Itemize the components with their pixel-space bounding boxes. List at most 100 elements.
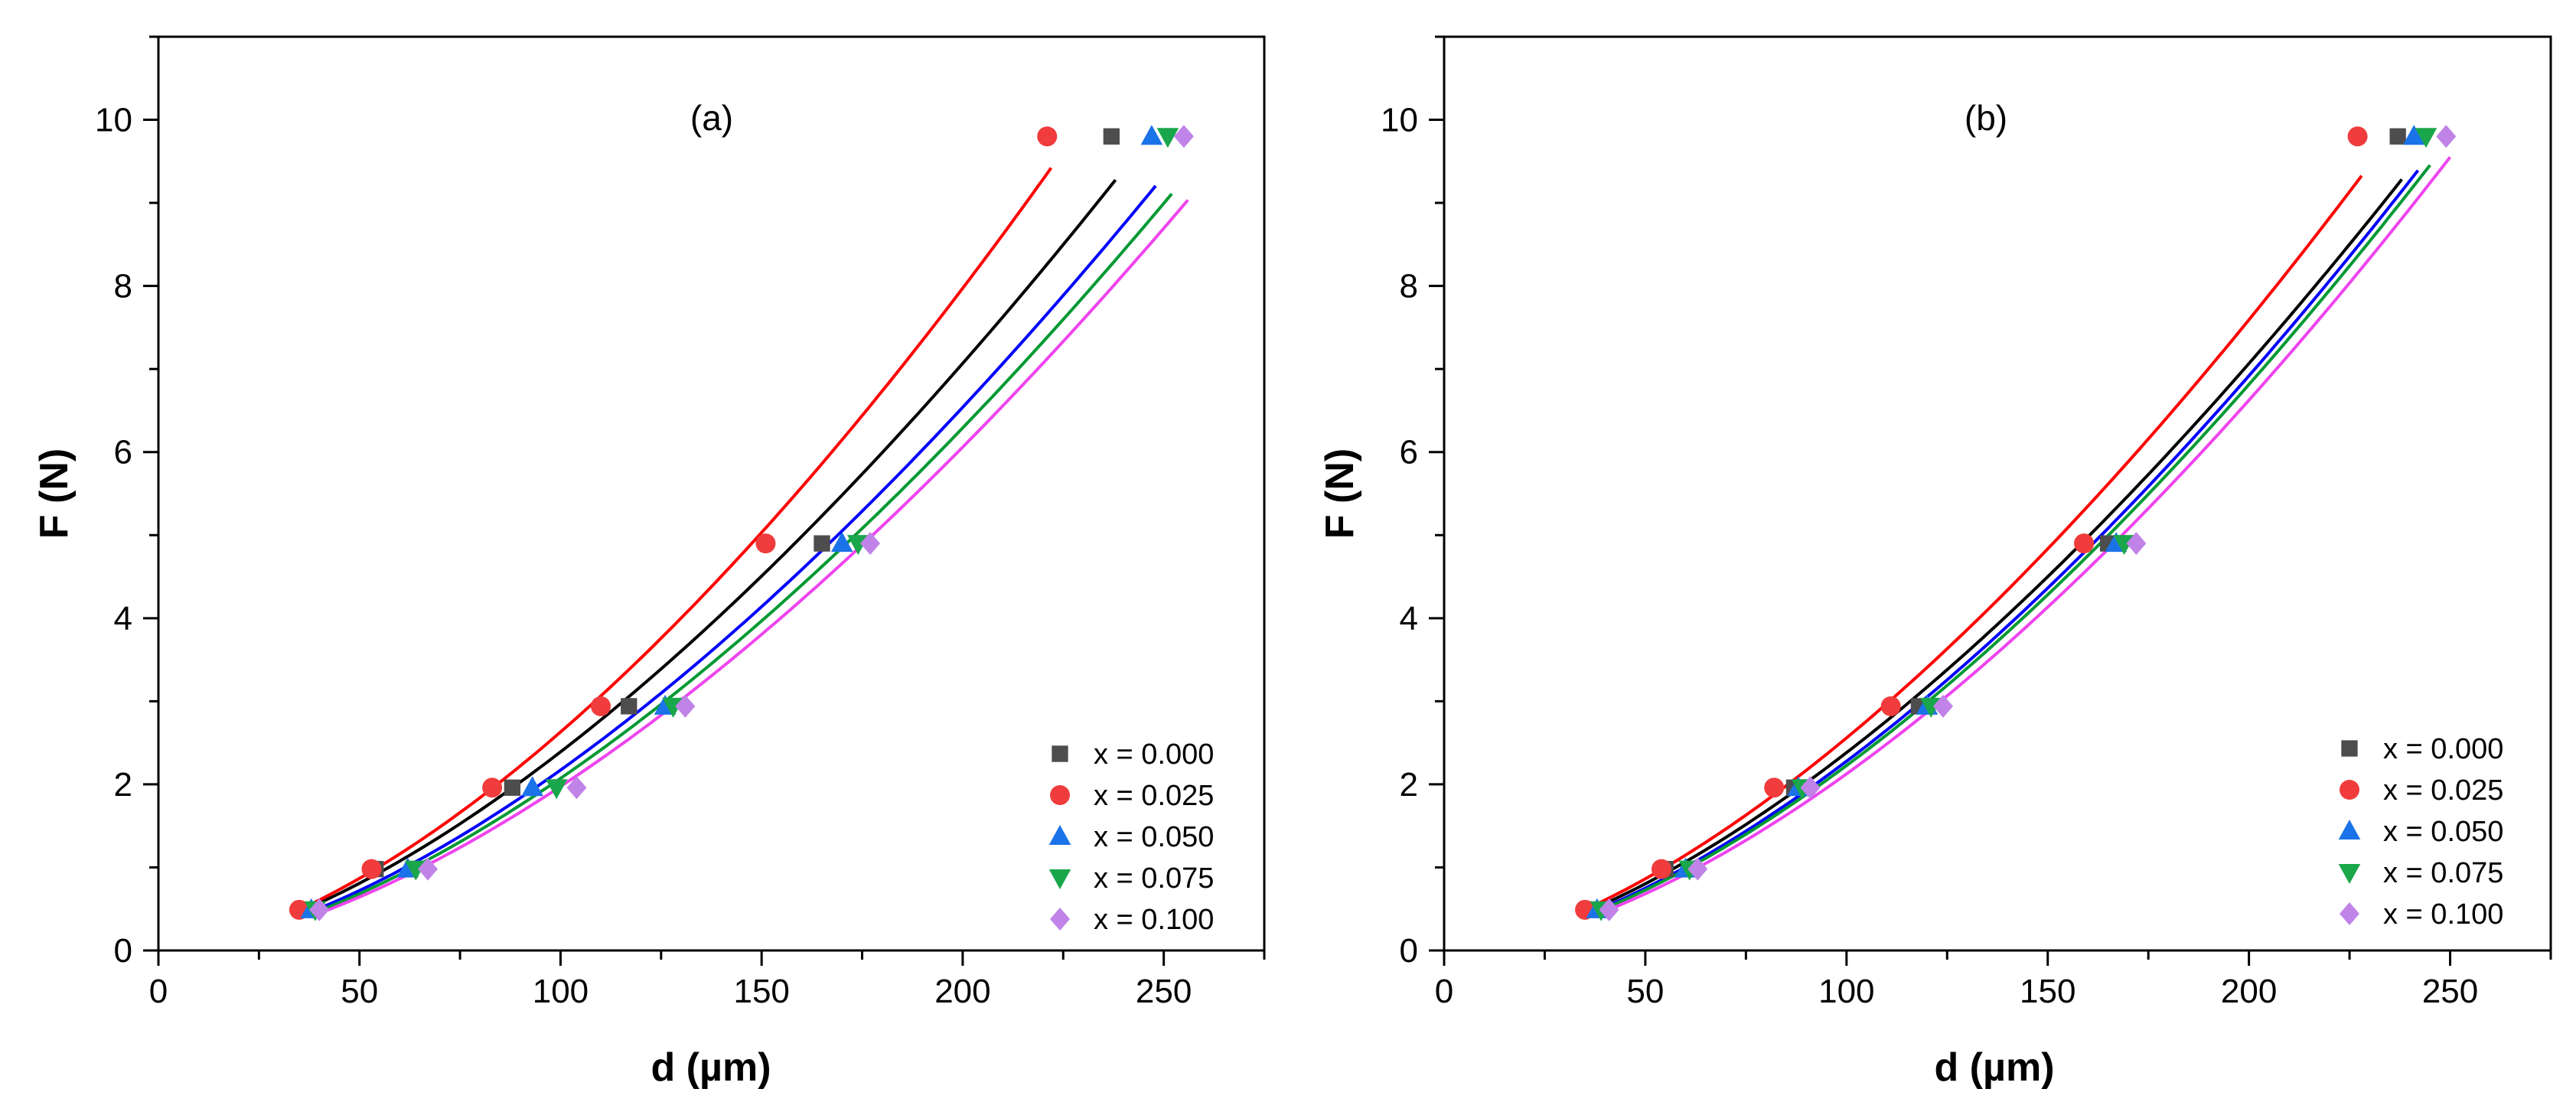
legend: x = 0.000 x = 0.025 x = 0.050 x = 0.075 x = …: [1048, 738, 1214, 936]
y-tick-label: 2: [114, 766, 132, 804]
legend-label-series-4: x = 0.075: [1094, 862, 1214, 895]
legend-marker-series-5: [1050, 908, 1070, 931]
data-point-series-4: [2415, 128, 2437, 148]
x-tick-label: 0: [1435, 973, 1453, 1010]
data-point-series-5: [675, 694, 696, 718]
data-point-series-2: [1880, 696, 1901, 716]
series-2-points: [289, 126, 1058, 920]
x-tick-label: 100: [533, 973, 589, 1010]
y-tick-label: 4: [1400, 600, 1418, 637]
legend-marker-series-2: [1050, 785, 1070, 805]
legend-label-series-1: x = 0.000: [1094, 738, 1214, 771]
legend-label-series-1: x = 0.000: [2383, 733, 2503, 765]
data-point-series-5: [566, 776, 587, 800]
legend-marker-series-5: [2340, 902, 2359, 925]
data-point-series-5: [1599, 898, 1619, 921]
data-point-series-1: [621, 698, 637, 715]
data-point-series-2: [1037, 126, 1058, 147]
legend-marker-series-4: [2338, 863, 2361, 884]
x-axis-title: d (µm): [1934, 1045, 2054, 1090]
series-4-points: [304, 128, 1179, 921]
legend: x = 0.000 x = 0.025 x = 0.050 x = 0.075 x = …: [2338, 733, 2503, 931]
y-tick-label: 6: [114, 434, 132, 471]
panel-label: (b): [1965, 98, 2007, 138]
data-point-series-2: [2074, 533, 2095, 554]
legend-label-series-5: x = 0.100: [1094, 904, 1214, 936]
fit-curve-series-4: [1596, 164, 2431, 914]
x-tick-label: 250: [1136, 973, 1192, 1010]
series-3-points: [300, 125, 1163, 918]
plot-frame: [157, 35, 1266, 952]
series-5-points: [1599, 125, 2457, 921]
legend-label-series-2: x = 0.025: [2383, 774, 2503, 807]
series-5-points: [309, 125, 1194, 921]
series-1-points: [298, 128, 1120, 918]
y-tick-label: 6: [1400, 434, 1418, 471]
data-point-series-5: [1687, 857, 1708, 881]
y-tick-label: 2: [1400, 766, 1418, 804]
fit-curve-series-5: [315, 199, 1189, 917]
data-point-series-5: [2126, 532, 2147, 556]
fit-curve-series-2: [294, 167, 1053, 914]
y-axis-title: F (N): [32, 448, 77, 539]
series-2-points: [1575, 126, 2368, 920]
x-tick-label: 0: [149, 973, 168, 1010]
data-point-series-2: [1651, 859, 1671, 879]
y-tick-label: 8: [1400, 268, 1418, 305]
series-1-points: [1584, 128, 2406, 918]
legend-marker-series-3: [1048, 825, 1071, 846]
fit-curve-series-1: [302, 178, 1117, 912]
plot-frame: [1443, 35, 2552, 952]
x-tick-label: 150: [733, 973, 789, 1010]
fit-curve-series-3: [1592, 169, 2420, 914]
x-tick-label: 50: [341, 973, 378, 1010]
data-point-series-2: [1764, 778, 1785, 798]
y-tick-label: 8: [114, 268, 132, 305]
y-axis-title: F (N): [1318, 448, 1362, 539]
data-point-series-4: [1156, 128, 1179, 148]
data-point-series-5: [2436, 125, 2457, 148]
data-point-series-2: [591, 696, 611, 716]
fit-curve-series-4: [310, 192, 1173, 916]
legend-marker-series-3: [2338, 820, 2361, 840]
data-point-series-3: [1140, 125, 1163, 145]
x-tick-label: 250: [2422, 973, 2478, 1010]
data-point-series-2: [755, 533, 776, 554]
data-point-series-1: [2389, 128, 2406, 145]
data-point-series-5: [860, 532, 881, 556]
y-tick-label: 10: [1381, 102, 1418, 139]
legend-marker-series-1: [2341, 740, 2358, 757]
panel-label: (a): [690, 98, 733, 138]
fit-curve-series-1: [1588, 178, 2403, 912]
data-point-series-1: [1103, 128, 1120, 145]
data-point-series-5: [1933, 694, 1954, 718]
data-point-series-2: [361, 859, 382, 879]
legend-marker-series-4: [1048, 869, 1071, 889]
legend-label-series-2: x = 0.025: [1094, 780, 1214, 812]
data-point-series-5: [1800, 776, 1821, 800]
legend-label-series-4: x = 0.075: [2383, 857, 2503, 889]
data-point-series-5: [1173, 125, 1194, 148]
x-tick-label: 200: [2221, 973, 2277, 1010]
fit-curve-series-2: [1580, 174, 2363, 913]
y-tick-label: 0: [1400, 932, 1418, 970]
x-tick-label: 150: [2020, 973, 2075, 1010]
legend-marker-series-1: [1052, 745, 1068, 762]
data-point-series-5: [309, 898, 330, 921]
legend-label-series-3: x = 0.050: [1094, 821, 1214, 853]
data-point-series-5: [418, 857, 439, 881]
data-point-series-2: [482, 778, 503, 798]
x-axis-title: d (µm): [651, 1045, 771, 1090]
data-point-series-1: [814, 535, 830, 552]
fit-curve-series-5: [1604, 156, 2452, 913]
y-tick-label: 0: [114, 932, 132, 970]
x-tick-label: 100: [1818, 973, 1874, 1010]
y-tick-label: 4: [114, 600, 132, 637]
data-point-series-4: [545, 779, 568, 800]
data-point-series-1: [504, 779, 521, 796]
data-point-series-2: [2347, 126, 2368, 147]
legend-label-series-5: x = 0.100: [2383, 898, 2503, 931]
data-point-series-3: [2402, 125, 2425, 145]
data-point-series-3: [521, 776, 543, 797]
